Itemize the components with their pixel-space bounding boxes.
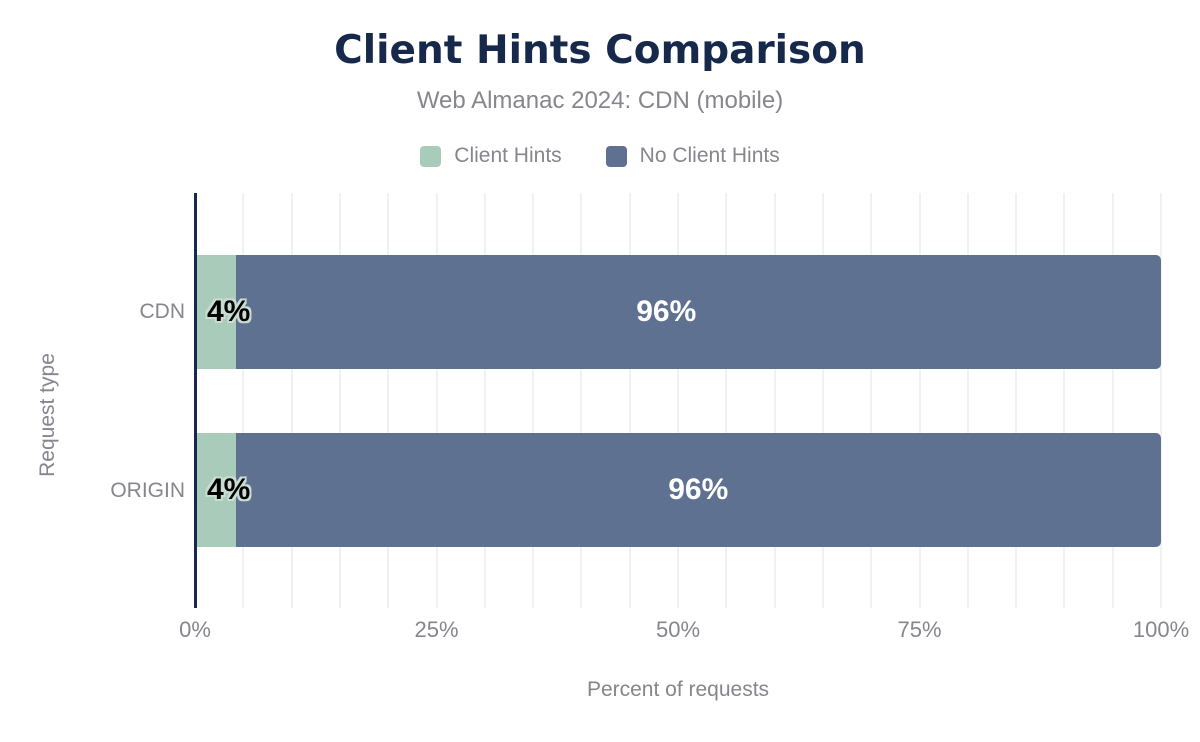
gridline [773,193,776,608]
gridline [870,193,873,608]
gridline [242,193,245,608]
bar-cdn-value-no-client-hints: 96% [636,295,697,328]
gridline [1063,193,1066,608]
x-axis-title: Percent of requests [586,678,770,701]
gridline [580,193,583,608]
legend-swatch-no-client-hints-icon [605,145,627,167]
y-axis-title: Request type [36,353,59,477]
x-tick-label-75: 75% [897,617,942,642]
x-tick-label-0: 0% [179,617,211,642]
gridline [338,193,341,608]
gridline [532,193,535,608]
legend-item-client-hints: Client Hints [420,144,562,168]
y-tick-label-origin: ORIGIN [110,479,185,502]
gridline [918,193,921,608]
gridline [1160,193,1162,608]
bar-cdn-segment-no-client-hints: 96% [235,255,1161,369]
y-tick-label-cdn: CDN [139,300,186,323]
gridline [725,193,728,608]
gridline [966,193,969,608]
legend: Client Hints No Client Hints [0,144,1200,168]
bar-origin-value-no-client-hints: 96% [668,473,729,506]
legend-label-client-hints: Client Hints [454,144,562,167]
gridline [290,193,293,608]
bar-origin-segment-no-client-hints: 96% [235,433,1161,547]
gridline [1015,193,1018,608]
gridline [821,193,824,608]
plot-area: 96% 4% 96% 4% [194,193,1162,608]
legend-swatch-client-hints-icon [420,145,442,167]
chart-subtitle: Web Almanac 2024: CDN (mobile) [416,87,784,114]
x-tick-label-50: 50% [655,617,701,642]
gridline [387,193,390,608]
bar-cdn: 96% 4% [197,255,1161,369]
gridline [1111,193,1114,608]
legend-item-no-client-hints: No Client Hints [605,144,780,168]
bar-origin-value-client-hints: 4% [207,473,251,506]
x-tick-label-25: 25% [414,617,459,642]
x-tick-label-100: 100% [1132,617,1190,642]
gridline [628,193,631,608]
bar-cdn-value-client-hints: 4% [207,295,251,328]
gridline [483,193,486,608]
gridline [435,193,438,608]
gridline [677,193,679,608]
y-axis-line [194,193,197,608]
bar-origin: 96% 4% [197,433,1161,547]
bar-cdn-segment-client-hints [197,255,236,369]
legend-label-no-client-hints: No Client Hints [639,144,780,167]
chart-title: Client Hints Comparison [334,28,866,73]
x-axis-ticks: 0% 25% 50% 75% 100% [179,617,1189,645]
bar-origin-segment-client-hints [197,433,236,547]
